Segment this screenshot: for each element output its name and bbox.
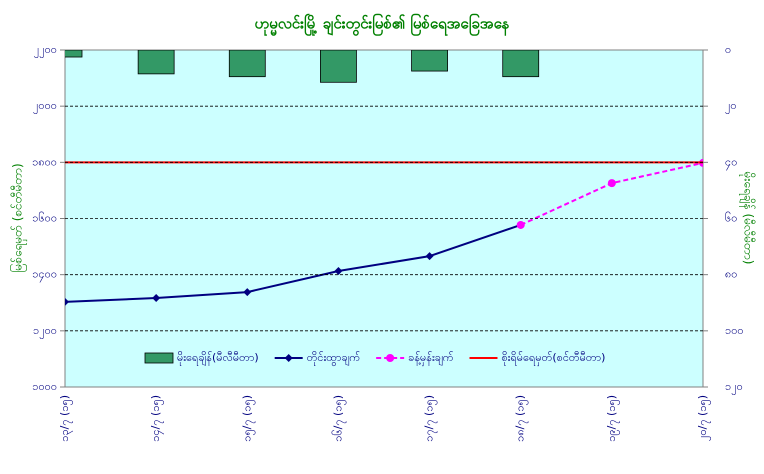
y2-tick-label: ၈၀ (725, 268, 737, 281)
y-tick-label: ၁၀၀၀ (32, 380, 57, 393)
marker (607, 179, 616, 188)
y-tick-label: ၂၀၀၀ (33, 99, 57, 114)
legend-marker (284, 354, 293, 362)
y2-tick-label: ၁၂၀ (725, 380, 743, 395)
x-tick-label: ၁၅/၇ (၁၅) (240, 395, 255, 442)
y-tick-label: ၂၂၀၀ (34, 43, 57, 58)
legend-label: တိုင်းထွာချက် (307, 351, 361, 366)
series-line (65, 224, 522, 303)
marker (152, 293, 161, 302)
y2-axis-label: မိုးရေချိန် (မီလီမီတာ) (739, 172, 757, 265)
bar (65, 50, 83, 58)
y-tick-label: ၁၈၀၀ (32, 155, 57, 168)
marker (243, 288, 252, 297)
chart-title: ဟုမ္မလင်းမြို့ ချင်းတွင်းမြစ်၏ မြစ်ရေအခြ… (255, 13, 510, 37)
bar (320, 50, 357, 83)
marker (334, 267, 343, 276)
y2-tick-label: ၀ (725, 43, 731, 56)
x-tick-label: ၁၈/၇ (၁၅) (514, 395, 529, 442)
legend-label: မိုးရေချိန်(မီလီမီတာ) (177, 351, 259, 366)
legend-label: စိုးရိမ်ရေမှတ်(စင်တီမီတာ) (501, 351, 605, 366)
y2-tick-label: ၂၀ (725, 99, 737, 114)
x-tick-label: ၁၉/၇ (၁၅) (605, 395, 620, 442)
y-tick-label: ၁၆၀၀ (32, 212, 57, 225)
bar (228, 50, 266, 78)
legend: မိုးရေချိန်(မီလီမီတာ) တိုင်းထွာချက် ခန့်မှ… (144, 351, 605, 366)
y2-tick-label: ၆၀ (725, 212, 737, 225)
marker (65, 297, 69, 306)
bar (137, 50, 175, 75)
x-tick-label: ၁၄/၇ (၁၅) (149, 395, 164, 442)
bar (411, 50, 448, 72)
y2-tick-label: ၄၀ (725, 155, 737, 170)
y-tick-label: ၁၄၀၀ (32, 268, 57, 283)
x-tick-label: ၁၇/၇ (၁၅) (423, 395, 438, 442)
legend-label: ခန့်မှန်းချက် (408, 351, 454, 366)
y2-tick-label: ၁၀၀ (725, 324, 744, 337)
y-tick-label: ၁၂၀၀ (33, 324, 57, 339)
x-tick-label: ၁၃/၇ (၁၅) (58, 395, 73, 442)
marker (425, 252, 434, 261)
legend-swatch (144, 352, 174, 364)
x-tick-label: ၂၀/၇ (၁၅) (696, 395, 711, 441)
x-tick-label: ၁၆/၇ (၁၅) (331, 395, 346, 442)
legend-marker (386, 354, 395, 362)
y-axis-label: မြစ်ရေမှတ် (စင်တီမီတာ) (9, 163, 28, 272)
marker (516, 220, 525, 229)
bar (502, 50, 540, 78)
